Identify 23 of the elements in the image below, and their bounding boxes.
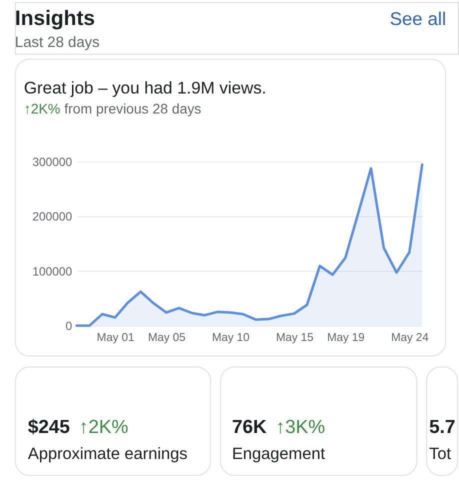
y-tick-label: 0 <box>66 319 73 334</box>
chart-subtitle: ↑2K% from previous 28 days <box>24 100 202 117</box>
text: Approximate earnings <box>28 445 188 464</box>
text: See all <box>390 8 446 29</box>
text: ↑2K% <box>78 417 128 438</box>
y-tick-label: 100000 <box>32 264 73 278</box>
text: Engagement <box>232 445 326 464</box>
text: ↑3K% <box>276 417 326 438</box>
x-tick-label: May 15 <box>276 332 314 344</box>
x-tick-label: May 24 <box>391 332 430 344</box>
text: Last 28 days <box>14 34 100 51</box>
y-tick-label: 200000 <box>32 210 73 224</box>
x-tick-label: May 05 <box>148 332 186 344</box>
text: Tot <box>429 445 452 464</box>
x-tick-label: May 01 <box>96 332 134 344</box>
text: $245 <box>28 417 70 438</box>
chart-title: Great job – you had 1.9M views. <box>24 78 266 98</box>
text: 5.7 <box>429 417 456 438</box>
text: 76K <box>232 417 268 438</box>
x-tick-label: May 19 <box>327 332 365 344</box>
x-tick-label: May 10 <box>212 332 250 344</box>
y-tick-label: 300000 <box>32 154 73 169</box>
text: Insights <box>14 6 96 30</box>
